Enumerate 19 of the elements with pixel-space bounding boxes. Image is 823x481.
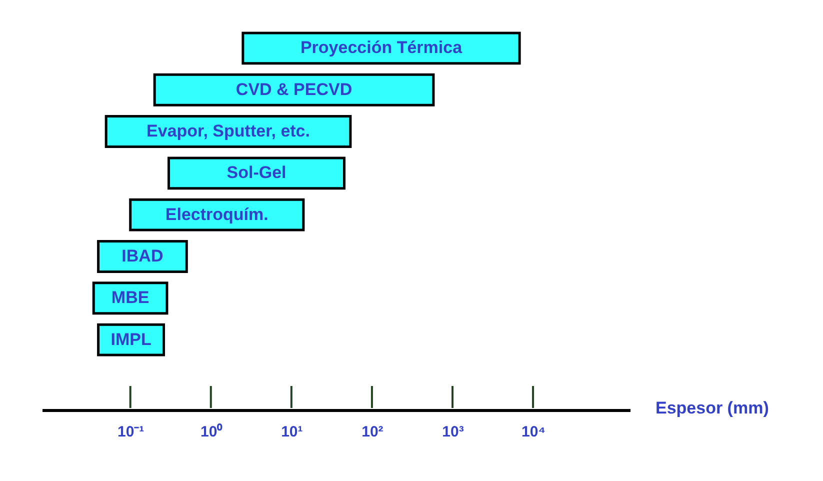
bar xyxy=(168,156,346,190)
x-tick-label: 10⁻¹ xyxy=(118,424,144,440)
y-tick-label: CVD & PECVD xyxy=(236,80,352,99)
y-tick-label: Proyección Térmica xyxy=(300,38,463,58)
y-tick-label: Electroquím. xyxy=(165,204,268,224)
y-tick-label: IMPL xyxy=(110,330,152,349)
bar xyxy=(153,73,435,106)
x-tick-label: 10¹ xyxy=(281,424,303,440)
y-tick-label: MBE xyxy=(111,288,150,308)
x-axis-title: Espesor (mm) xyxy=(656,398,769,418)
x-tick-label: 10⁰ xyxy=(200,422,224,440)
y-tick-label: Sol-Gel xyxy=(226,163,286,182)
x-tick-label: 10² xyxy=(362,424,384,440)
x-tick-label: 10⁴ xyxy=(521,424,546,440)
x-tick-label: 10³ xyxy=(442,424,464,440)
bar xyxy=(97,240,188,273)
y-tick-label: IBAD xyxy=(122,246,164,266)
y-tick-label: Evapor, Sputter, etc. xyxy=(146,122,310,141)
bar xyxy=(129,198,305,232)
